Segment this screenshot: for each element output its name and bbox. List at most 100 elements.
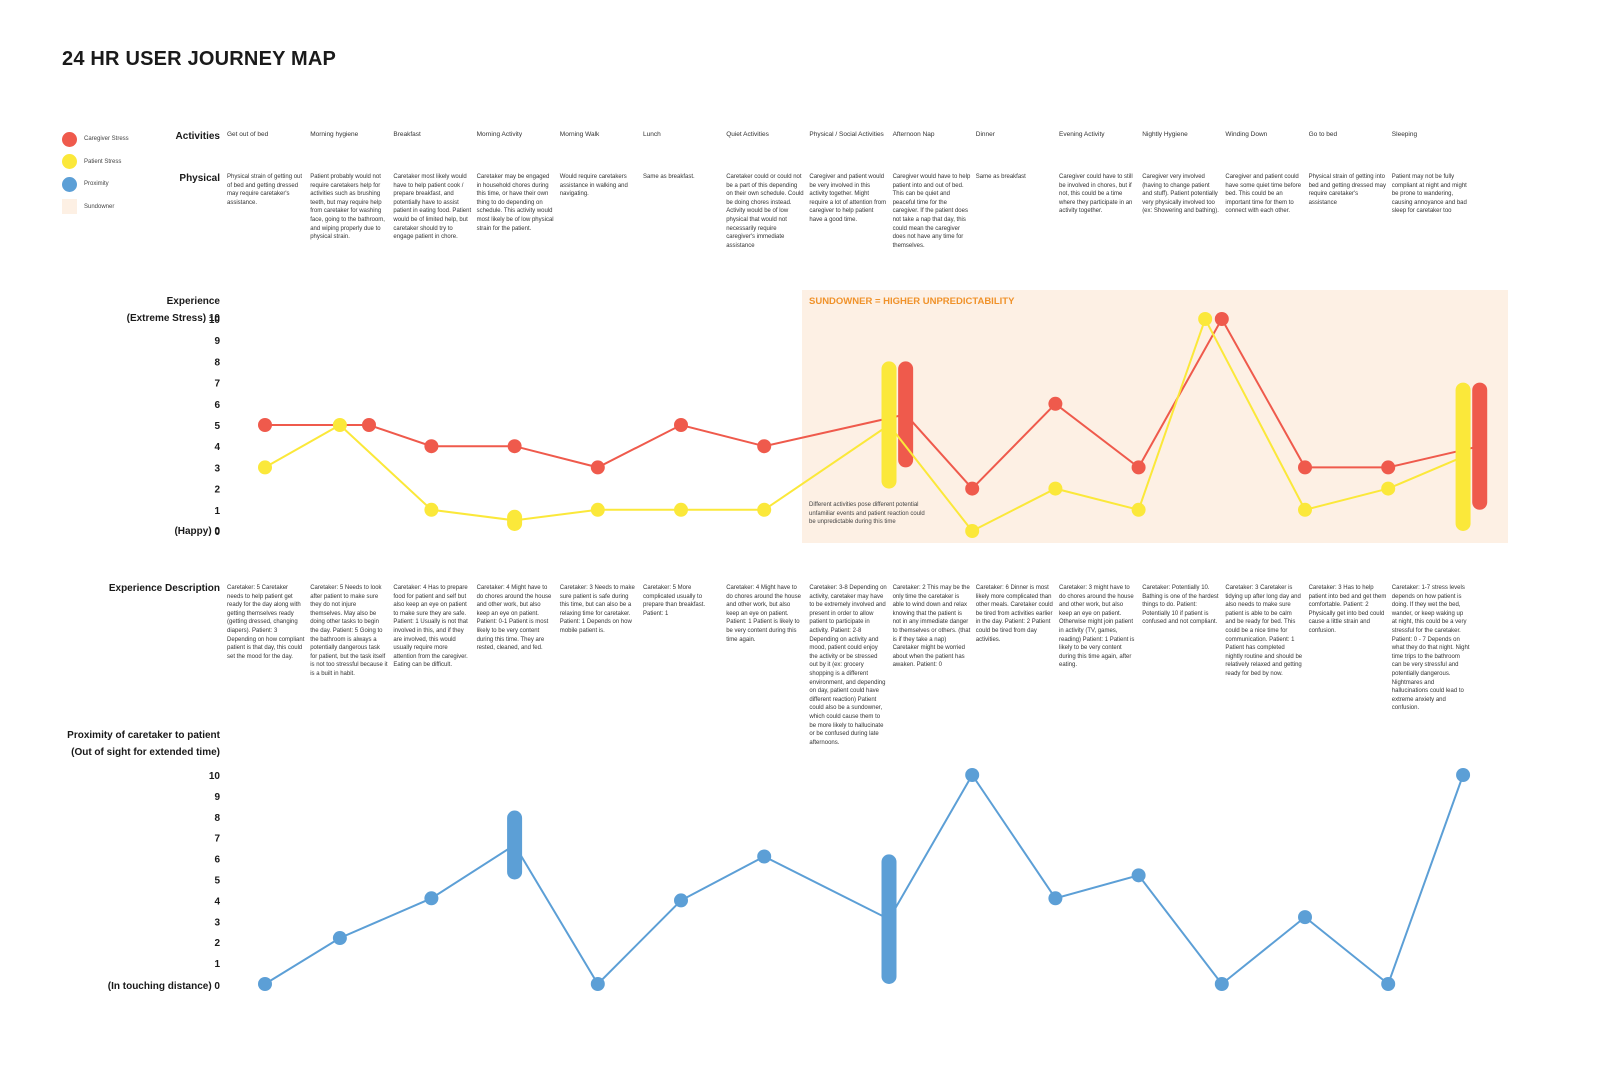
page-title: 24 HR USER JOURNEY MAP xyxy=(62,48,337,70)
physical-text: Caregiver and patient could have some qu… xyxy=(1225,174,1302,215)
experience-axis-bottom: (Happy) 0 xyxy=(174,526,220,537)
legend-label: Patient Stress xyxy=(84,158,122,165)
physical-text: Same as breakfast xyxy=(975,174,1026,180)
data-point xyxy=(424,439,439,454)
y-tick-label: 10 xyxy=(209,315,221,326)
physical-text: Patient may not be fully compliant at ni… xyxy=(1391,174,1467,215)
y-tick-label: 9 xyxy=(214,792,220,803)
data-point xyxy=(1198,312,1213,326)
experience-description-text: Caretaker: 1-7 stress levels depends on … xyxy=(1391,585,1470,712)
experience-description-text: Caretaker: 3 Needs to make sure patient … xyxy=(559,585,635,634)
physical-text: Caregiver and patient would be very invo… xyxy=(809,174,887,223)
data-point xyxy=(362,418,376,432)
physical-text: Caregiver could have to still be involve… xyxy=(1059,174,1133,215)
data-point xyxy=(965,768,980,782)
data-point xyxy=(757,502,772,517)
experience-description-text: Caretaker: 4 Might have to do chores aro… xyxy=(476,585,552,652)
physical-label: Physical xyxy=(179,173,220,184)
activity-label: Go to bed xyxy=(1308,131,1338,138)
proximity-ticks: 10 9 8 7 6 5 4 3 2 1 xyxy=(209,771,221,970)
data-point xyxy=(424,891,439,906)
y-tick-label: 8 xyxy=(214,357,220,368)
data-point xyxy=(1048,396,1063,411)
physical-text: Would require caretakers assistance in w… xyxy=(559,174,628,198)
experience-axis-top: (Extreme Stress) 10 xyxy=(126,313,220,324)
activity-label: Morning Activity xyxy=(476,131,523,138)
proximity-axis-bottom: (In touching distance) 0 xyxy=(107,981,220,992)
activity-label: Get out of bed xyxy=(227,131,269,138)
proximity-axis-top: (Out of sight for extended time) xyxy=(71,747,220,758)
legend-item-caregiver: Caregiver Stress xyxy=(62,128,129,151)
y-tick-label: 6 xyxy=(214,855,220,866)
y-tick-label: 3 xyxy=(214,917,220,928)
legend-label: Sundowner xyxy=(84,203,115,210)
range-bar xyxy=(507,509,523,531)
data-point xyxy=(965,524,980,538)
y-tick-label: 8 xyxy=(214,813,220,824)
data-point xyxy=(674,893,688,908)
y-tick-label: 1 xyxy=(214,506,220,517)
proximity-axis-title: Proximity of caretaker to patient xyxy=(67,730,220,741)
activity-label: Dinner xyxy=(975,131,995,138)
activity-label: Breakfast xyxy=(393,131,421,138)
experience-description-text: Caretaker: 5 More complicated usually to… xyxy=(643,585,706,617)
legend-label: Proximity xyxy=(84,181,109,188)
activity-label: Nightly Hygiene xyxy=(1142,131,1188,138)
data-point xyxy=(1381,481,1396,496)
physical-text: Patient probably would not require caret… xyxy=(310,174,385,241)
activity-label: Physical / Social Activities xyxy=(809,131,884,138)
y-tick-label: 2 xyxy=(214,938,220,949)
data-point xyxy=(757,439,772,454)
data-point xyxy=(1214,312,1229,326)
y-tick-label: 1 xyxy=(214,959,220,970)
experience-description-text: Caretaker: 4 Might have to do chores aro… xyxy=(726,585,801,643)
data-point xyxy=(258,977,272,991)
series-line xyxy=(264,773,1465,986)
data-point xyxy=(424,502,439,517)
physical-text: Same as breakfast. xyxy=(643,174,695,180)
data-point xyxy=(258,460,272,475)
y-tick-label: 4 xyxy=(214,896,220,907)
activity-label: Evening Activity xyxy=(1059,131,1105,138)
physical-text: Caretaker could or could not be a part o… xyxy=(726,174,804,249)
experience-description-text: Caretaker: 4 Has to prepare food for pat… xyxy=(393,585,468,669)
data-point xyxy=(590,977,605,991)
range-bar xyxy=(881,854,897,984)
data-point xyxy=(674,418,688,432)
sundowner-zone xyxy=(802,290,1508,543)
data-point xyxy=(590,460,605,475)
data-point xyxy=(1048,891,1063,906)
physical-text: Caretaker most likely would have to help… xyxy=(393,174,472,241)
experience-description-text: Caretaker: 3 might have to do chores aro… xyxy=(1059,585,1135,669)
data-point xyxy=(1381,460,1396,475)
data-point xyxy=(590,502,605,517)
proximity-lines xyxy=(258,768,1471,991)
experience-axis-title: Experience xyxy=(166,296,220,307)
y-tick-label: 7 xyxy=(214,379,220,390)
physical-text: Caregiver would have to help patient int… xyxy=(892,174,971,249)
physical-text: Caregiver very involved (having to chang… xyxy=(1142,174,1219,215)
activity-label: Winding Down xyxy=(1225,131,1268,138)
legend-label: Caregiver Stress xyxy=(84,136,129,143)
y-tick-label: 5 xyxy=(214,876,220,887)
sundowner-note: Different activities pose different pote… xyxy=(809,502,925,525)
legend-dot-caregiver xyxy=(62,131,77,147)
legend-item-patient: Patient Stress xyxy=(62,151,129,174)
data-point xyxy=(1214,977,1229,991)
physical-text: Physical strain of getting out of bed an… xyxy=(227,174,303,206)
activity-label: Morning hygiene xyxy=(310,131,359,138)
y-tick-label: 0 xyxy=(214,527,220,538)
experience-description-text: Caretaker: 2 This may be the only time t… xyxy=(892,585,971,669)
data-point xyxy=(1048,481,1063,496)
y-tick-label: 5 xyxy=(214,421,220,432)
experience-description-text: Caretaker: 3 Caretaker is tidying up aft… xyxy=(1225,585,1303,677)
activity-label: Lunch xyxy=(643,131,661,138)
data-point xyxy=(1298,910,1312,925)
legend-swatch-sundowner xyxy=(62,199,77,215)
activity-label: Sleeping xyxy=(1391,131,1418,138)
activity-label: Morning Walk xyxy=(559,131,600,138)
physical-text: Caretaker may be engaged in household ch… xyxy=(476,174,554,232)
legend-item-proximity: Proximity xyxy=(62,173,129,196)
y-tick-label: 4 xyxy=(214,442,220,453)
